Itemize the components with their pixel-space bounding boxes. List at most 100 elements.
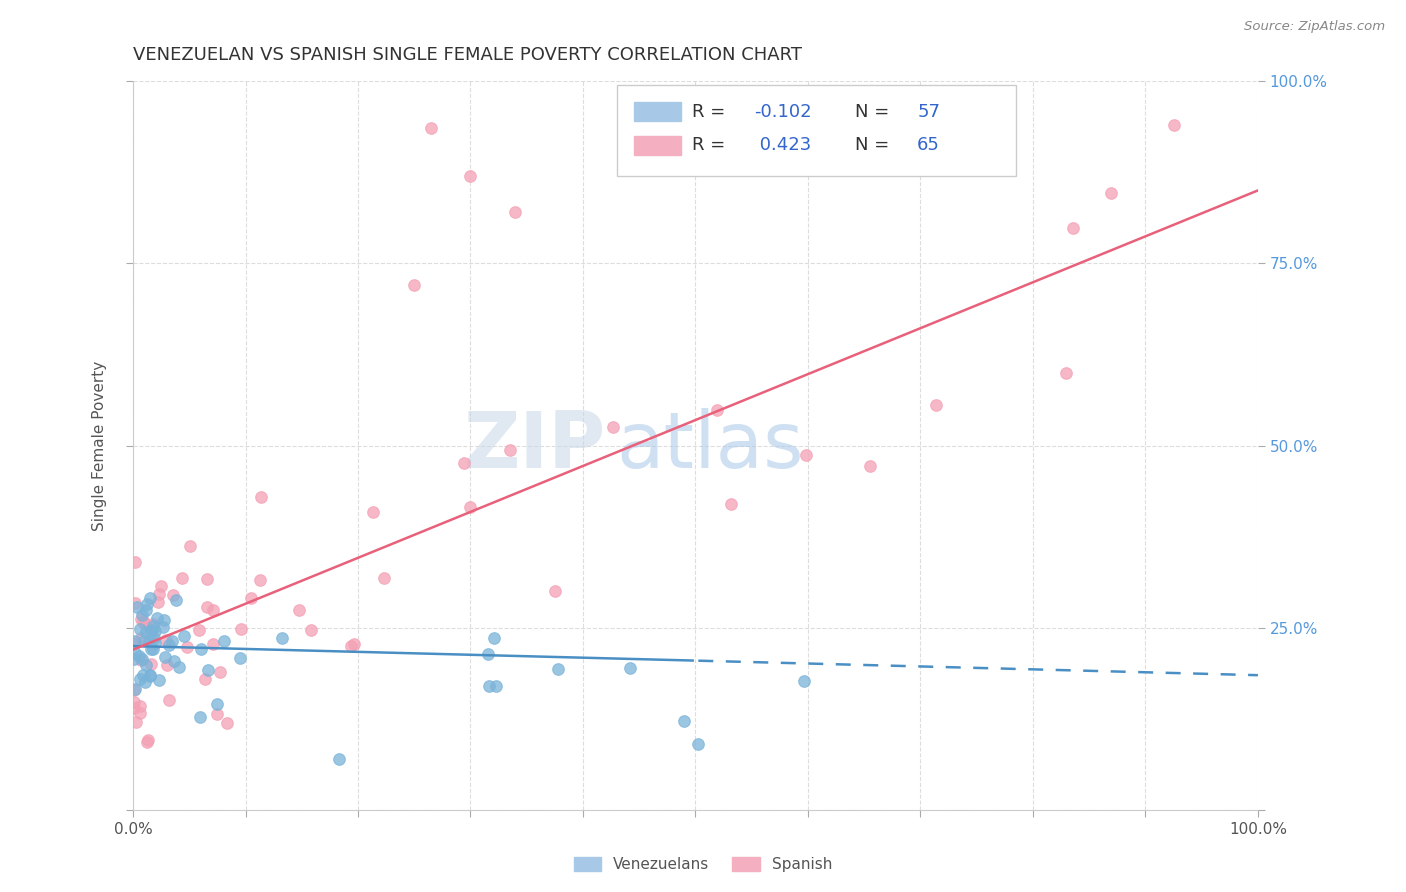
Text: 0.423: 0.423: [754, 136, 811, 154]
FancyBboxPatch shape: [634, 136, 681, 154]
Point: [460, 169, 482, 183]
Point: [135, 624, 157, 639]
Point: [153, 650, 176, 665]
Point: [165, 593, 187, 607]
Point: [122, 695, 145, 709]
Point: [205, 706, 228, 721]
Point: [124, 681, 146, 696]
Point: [793, 673, 815, 688]
Point: [153, 613, 176, 627]
Point: [505, 205, 527, 219]
Point: [796, 449, 818, 463]
Point: [131, 653, 153, 667]
Point: [132, 615, 155, 629]
Point: [250, 491, 273, 505]
Point: [543, 584, 565, 599]
Point: [176, 640, 198, 654]
Point: [122, 701, 145, 715]
Point: [482, 631, 505, 645]
Point: [173, 629, 195, 643]
Point: [146, 611, 169, 625]
Point: [142, 616, 165, 631]
Point: [361, 505, 384, 519]
Point: [194, 672, 217, 686]
Point: [129, 632, 152, 646]
Point: [340, 639, 363, 653]
Point: [131, 668, 153, 682]
Text: -0.102: -0.102: [754, 103, 811, 120]
Point: [125, 714, 148, 729]
Point: [197, 663, 219, 677]
Point: [201, 602, 224, 616]
Point: [485, 679, 508, 693]
Point: [124, 636, 146, 650]
Point: [157, 638, 180, 652]
Text: N =: N =: [855, 136, 896, 154]
Point: [124, 596, 146, 610]
Point: [122, 652, 145, 666]
Point: [163, 654, 186, 668]
Point: [135, 658, 157, 673]
Point: [128, 706, 150, 720]
Point: [143, 636, 166, 650]
Point: [217, 715, 239, 730]
Point: [229, 650, 252, 665]
Point: [139, 669, 162, 683]
Point: [139, 657, 162, 671]
Point: [478, 679, 501, 693]
Point: [190, 709, 212, 723]
FancyBboxPatch shape: [634, 103, 681, 121]
Point: [212, 634, 235, 648]
Point: [342, 637, 364, 651]
Point: [125, 600, 148, 615]
Point: [139, 624, 162, 638]
Point: [134, 615, 156, 630]
Point: [420, 121, 443, 136]
Point: [547, 662, 569, 676]
Point: [145, 624, 167, 638]
Point: [190, 641, 212, 656]
Point: [239, 591, 262, 606]
Point: [195, 599, 218, 614]
Point: [195, 573, 218, 587]
Point: [249, 573, 271, 587]
Point: [157, 693, 180, 707]
Point: [271, 631, 294, 645]
Point: [602, 420, 624, 434]
Point: [131, 607, 153, 622]
Point: [124, 555, 146, 569]
Point: [142, 631, 165, 645]
Point: [156, 657, 179, 672]
Point: [148, 673, 170, 688]
Point: [146, 594, 169, 608]
Point: [373, 571, 395, 585]
Point: [129, 622, 152, 636]
Point: [124, 646, 146, 660]
Point: [477, 647, 499, 661]
Point: [207, 697, 229, 711]
Y-axis label: Single Female Poverty: Single Female Poverty: [93, 360, 107, 531]
Point: [131, 612, 153, 626]
Point: [179, 540, 201, 554]
Point: [128, 648, 150, 663]
Point: [139, 667, 162, 681]
Point: [148, 586, 170, 600]
Point: [122, 682, 145, 697]
Point: [167, 659, 190, 673]
FancyBboxPatch shape: [617, 85, 1017, 176]
Text: R =: R =: [692, 136, 731, 154]
Point: [720, 498, 742, 512]
Legend: Venezuelans, Spanish: Venezuelans, Spanish: [565, 849, 841, 880]
Point: [1062, 221, 1084, 235]
Point: [688, 738, 710, 752]
Point: [188, 623, 211, 637]
Point: [706, 403, 728, 417]
Point: [142, 619, 165, 633]
Point: [129, 698, 152, 713]
Point: [141, 642, 163, 657]
Point: [136, 735, 159, 749]
Point: [141, 624, 163, 638]
Point: [124, 633, 146, 648]
Point: [673, 714, 696, 729]
Point: [155, 632, 177, 647]
